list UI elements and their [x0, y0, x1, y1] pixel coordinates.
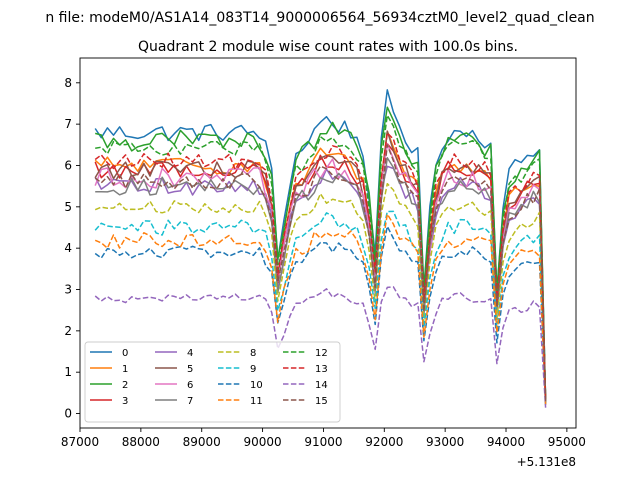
- legend-label-13: 13: [315, 364, 328, 375]
- legend-label-1: 1: [122, 364, 128, 375]
- series-line-9: [94, 210, 547, 405]
- series-line-8: [94, 182, 547, 404]
- series-line-7: [95, 157, 547, 403]
- legend-label-4: 4: [187, 348, 193, 359]
- plot-frame: [79, 57, 577, 429]
- series-line-12: [95, 114, 547, 401]
- series-line-0: [94, 89, 547, 400]
- legend-label-3: 3: [122, 396, 128, 407]
- series-line-5: [94, 130, 547, 402]
- legend-label-6: 6: [187, 380, 193, 391]
- x-axis-offset-label: +5.131e8: [517, 455, 576, 469]
- series-line-2: [95, 106, 547, 400]
- series-line-15: [94, 144, 547, 403]
- figure-suptitle: n file: modeM0/AS1A14_083T14_9000006564_…: [45, 10, 594, 26]
- x-axis: 87000 88000 89000 90000 91000 92000 93000 94000…: [61, 428, 586, 449]
- legend-label-8: 8: [250, 348, 256, 359]
- x-tick-label: 89000: [183, 435, 221, 449]
- y-tick-label: 5: [64, 200, 72, 214]
- x-tick-label: 91000: [304, 435, 342, 449]
- legend-label-11: 11: [250, 396, 263, 407]
- legend-label-2: 2: [122, 380, 128, 391]
- legend-label-15: 15: [315, 396, 328, 407]
- legend-label-0: 0: [122, 348, 128, 359]
- y-tick-label: 0: [64, 407, 72, 421]
- legend-label-7: 7: [187, 396, 193, 407]
- legend-label-14: 14: [315, 380, 328, 391]
- x-tick-label: 87000: [61, 435, 99, 449]
- x-tick-label: 92000: [365, 435, 403, 449]
- legend-box: [84, 341, 341, 423]
- legend-label-10: 10: [250, 380, 263, 391]
- series-line-10: [94, 225, 547, 406]
- y-tick-label: 6: [64, 158, 72, 172]
- y-tick-label: 2: [64, 324, 72, 338]
- x-tick-label: 90000: [243, 435, 281, 449]
- chart-title: Quadrant 2 module wise count rates with …: [138, 39, 518, 55]
- y-tick-label: 4: [64, 241, 72, 255]
- series-line-13: [94, 132, 547, 401]
- series-line-11: [94, 213, 547, 405]
- legend-label-5: 5: [187, 364, 193, 375]
- x-tick-label: 95000: [548, 435, 586, 449]
- x-tick-label: 94000: [487, 435, 525, 449]
- legend-label-9: 9: [250, 364, 256, 375]
- y-tick-label: 7: [64, 117, 72, 131]
- x-tick-label: 88000: [122, 435, 160, 449]
- y-tick-label: 8: [64, 76, 72, 90]
- y-axis: 0 1 2 3 4 5 6 7 8: [64, 76, 80, 421]
- x-tick-label: 93000: [426, 435, 464, 449]
- series-line-14: [94, 286, 547, 408]
- legend-label-12: 12: [315, 348, 328, 359]
- y-tick-label: 3: [64, 283, 72, 297]
- series-lines: [94, 89, 547, 408]
- series-line-4: [94, 165, 547, 403]
- y-tick-label: 1: [64, 365, 72, 379]
